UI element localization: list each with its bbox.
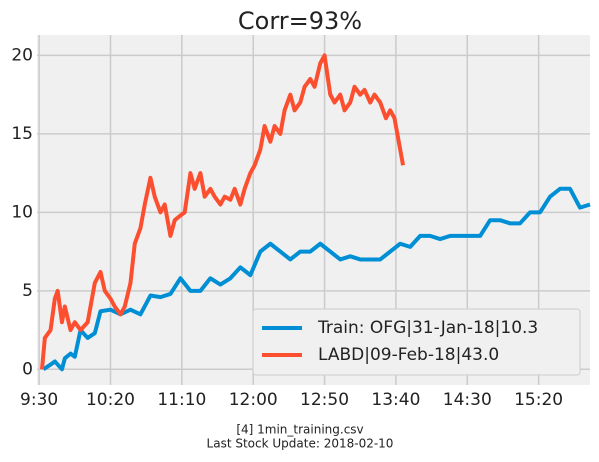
- y-tick-label: 10: [11, 202, 33, 222]
- legend-box: [252, 308, 581, 376]
- chart-title: Corr=93%: [238, 7, 362, 35]
- x-tick-label: 14:30: [443, 390, 492, 410]
- footer-note: Last Stock Update: 2018-02-10: [207, 437, 394, 451]
- series-line: [42, 186, 591, 372]
- legend-label: Train: OFG|31-Jan-18|10.3: [317, 318, 538, 338]
- legend-label: LABD|09-Feb-18|43.0: [318, 345, 499, 365]
- x-tick-label: 12:00: [229, 390, 278, 410]
- y-tick-label: 0: [22, 359, 33, 379]
- series-line: [40, 53, 406, 370]
- x-tick-label: 11:10: [157, 390, 206, 410]
- x-tick-label: 9:30: [20, 390, 58, 410]
- x-tick-label: 13:40: [371, 390, 420, 410]
- x-tick-label: 10:20: [86, 390, 135, 410]
- y-tick-label: 5: [22, 281, 33, 301]
- x-tick-label: 15:20: [514, 390, 563, 410]
- x-tick-label: 12:50: [300, 390, 349, 410]
- y-tick-label: 20: [11, 45, 33, 65]
- y-tick-label: 15: [11, 124, 33, 144]
- footer-note: [4] 1min_training.csv: [236, 423, 363, 437]
